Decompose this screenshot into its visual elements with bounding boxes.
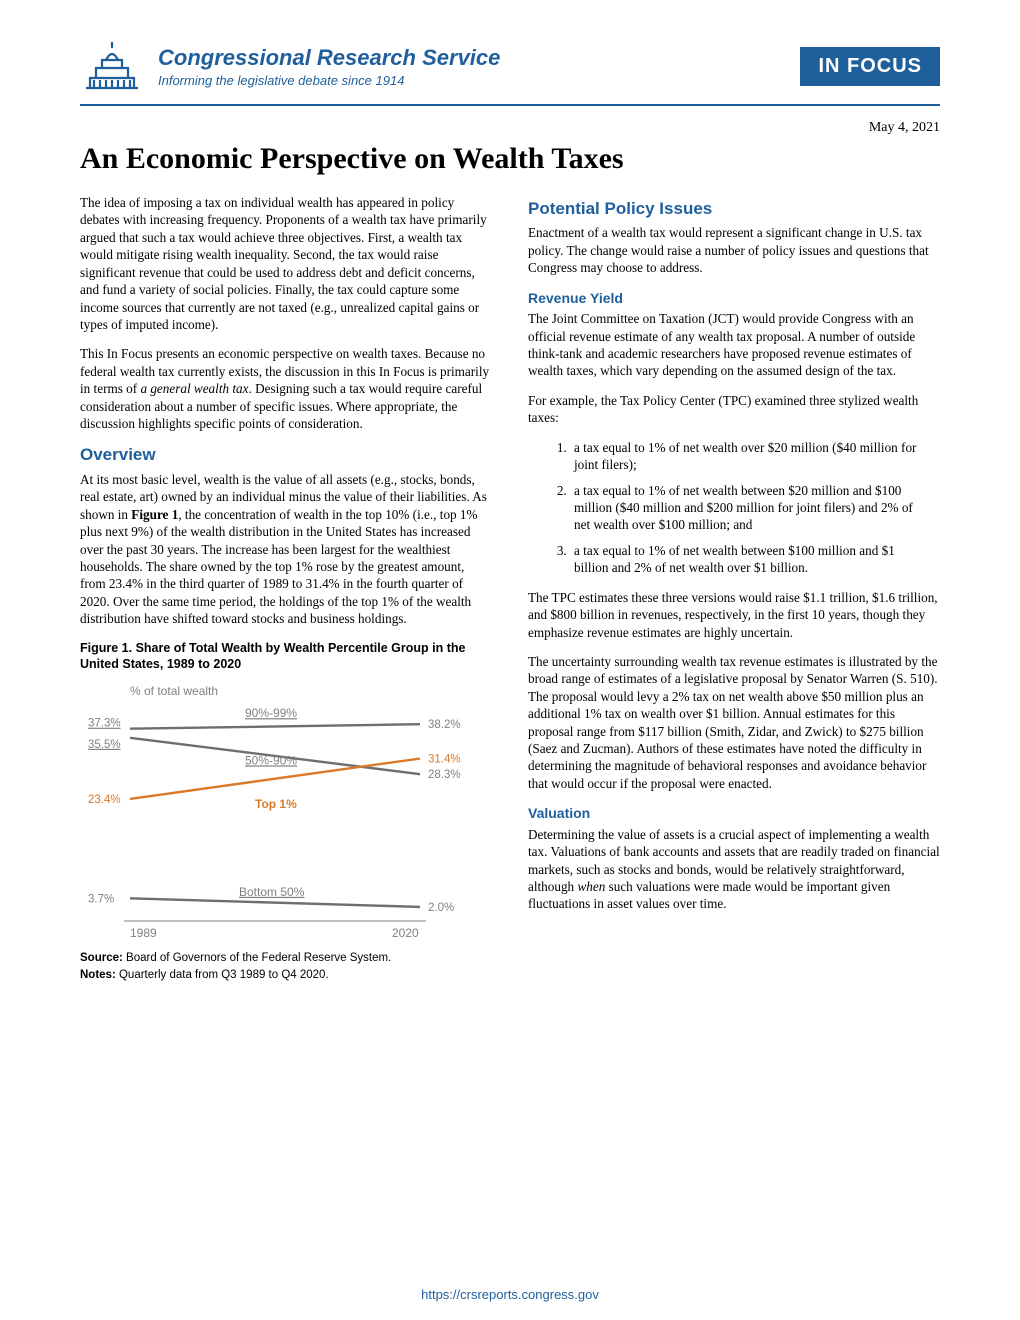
svg-text:38.2%: 38.2% (428, 719, 461, 731)
logo-text: Congressional Research Service Informing… (158, 45, 500, 88)
source-label: Source: (80, 952, 123, 964)
revenue-p1: The Joint Committee on Taxation (JCT) wo… (528, 310, 940, 380)
intro-p2-em: a general wealth tax (140, 381, 248, 396)
page-title: An Economic Perspective on Wealth Taxes (80, 142, 940, 176)
svg-text:90%-99%: 90%-99% (245, 706, 297, 720)
capitol-icon (80, 40, 144, 92)
in-focus-badge: IN FOCUS (800, 47, 940, 86)
revenue-p2: For example, the Tax Policy Center (TPC)… (528, 392, 940, 427)
potential-policy-issues-heading: Potential Policy Issues (528, 198, 940, 220)
revenue-yield-heading: Revenue Yield (528, 289, 940, 307)
svg-text:3.7%: 3.7% (88, 893, 114, 905)
svg-text:2.0%: 2.0% (428, 902, 454, 914)
logo-block: Congressional Research Service Informing… (80, 40, 500, 92)
notes-text: Quarterly data from Q3 1989 to Q4 2020. (116, 969, 329, 981)
valuation-heading: Valuation (528, 804, 940, 822)
overview-b: , the concentration of wealth in the top… (80, 507, 478, 627)
figure-title: Figure 1. Share of Total Wealth by Wealt… (80, 640, 492, 673)
page-header: Congressional Research Service Informing… (80, 40, 940, 106)
overview-figref: Figure 1 (131, 507, 178, 522)
val-em: when (577, 879, 605, 894)
right-column: Potential Policy Issues Enactment of a w… (528, 194, 940, 983)
svg-text:% of total wealth: % of total wealth (130, 684, 218, 698)
list-item: a tax equal to 1% of net wealth between … (570, 482, 940, 534)
revenue-p3: The TPC estimates these three versions w… (528, 589, 940, 641)
source-text: Board of Governors of the Federal Reserv… (123, 952, 391, 964)
overview-heading: Overview (80, 444, 492, 466)
revenue-p4: The uncertainty surrounding wealth tax r… (528, 653, 940, 792)
svg-text:Top 1%: Top 1% (255, 796, 297, 810)
svg-text:28.3%: 28.3% (428, 769, 461, 781)
overview-paragraph: At its most basic level, wealth is the v… (80, 471, 492, 628)
intro-paragraph-2: This In Focus presents an economic persp… (80, 345, 492, 432)
svg-text:37.3%: 37.3% (88, 717, 121, 729)
figure-notes: Notes: Quarterly data from Q3 1989 to Q4… (80, 968, 492, 983)
svg-text:50%-90%: 50%-90% (245, 753, 297, 767)
ppi-paragraph: Enactment of a wealth tax would represen… (528, 224, 940, 276)
list-item: a tax equal to 1% of net wealth over $20… (570, 439, 940, 474)
publication-date: May 4, 2021 (80, 120, 940, 136)
figure-1-chart: % of total wealth 1989 2020 37.3% 35.5% 23.4%… (80, 681, 470, 945)
notes-label: Notes: (80, 969, 116, 981)
valuation-paragraph: Determining the value of assets is a cru… (528, 826, 940, 913)
figure-source: Source: Board of Governors of the Federa… (80, 951, 492, 966)
svg-text:1989: 1989 (130, 926, 157, 940)
org-title: Congressional Research Service (158, 45, 500, 71)
svg-text:2020: 2020 (392, 926, 419, 940)
svg-text:23.4%: 23.4% (88, 794, 121, 806)
intro-paragraph-1: The idea of imposing a tax on individual… (80, 194, 492, 333)
org-subtitle: Informing the legislative debate since 1… (158, 73, 500, 88)
left-column: The idea of imposing a tax on individual… (80, 194, 492, 983)
wealth-tax-list: a tax equal to 1% of net wealth over $20… (528, 439, 940, 577)
list-item: a tax equal to 1% of net wealth between … (570, 542, 940, 577)
svg-text:Bottom 50%: Bottom 50% (239, 885, 305, 899)
svg-text:35.5%: 35.5% (88, 739, 121, 751)
footer-url[interactable]: https://crsreports.congress.gov (0, 1287, 1020, 1302)
content-columns: The idea of imposing a tax on individual… (80, 194, 940, 983)
svg-text:31.4%: 31.4% (428, 753, 461, 765)
